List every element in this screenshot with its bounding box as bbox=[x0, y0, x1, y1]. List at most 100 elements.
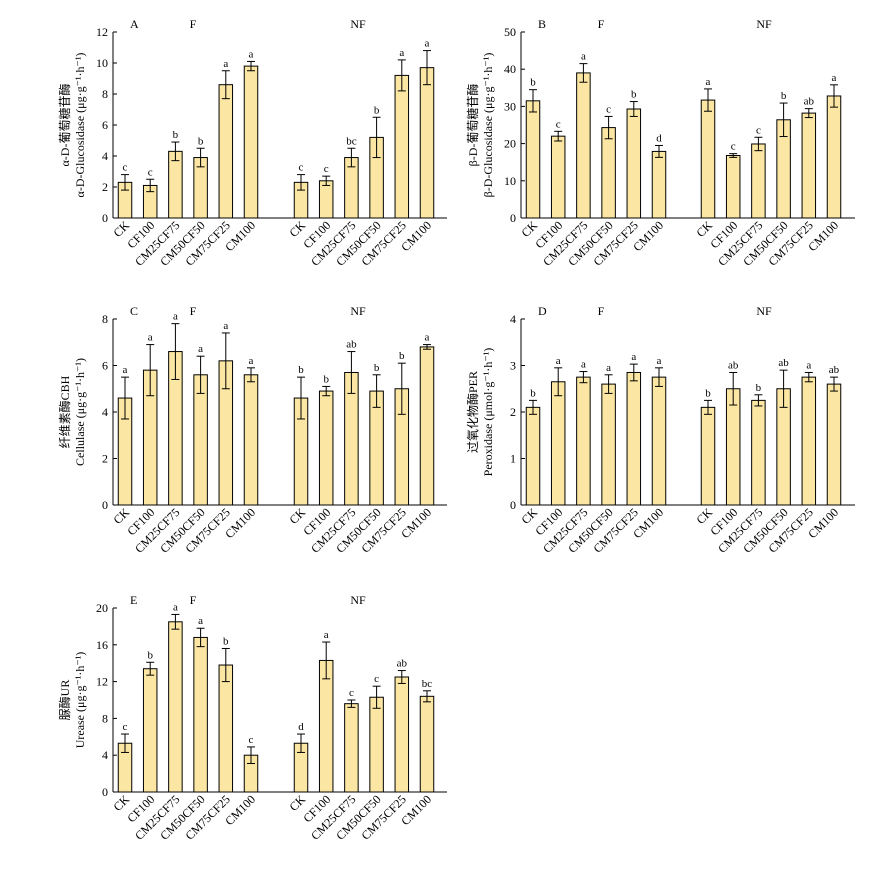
y-tick-label: 2 bbox=[102, 180, 108, 194]
bar bbox=[419, 695, 435, 793]
group-label: F bbox=[598, 17, 605, 31]
significance-letter: b bbox=[374, 362, 380, 374]
bar bbox=[725, 388, 741, 506]
panel-d: 0 1 2 3 4 过氧化物酶PER Peroxidase (μmol·g⁻¹·h⁻¹) D F… bbox=[465, 304, 855, 556]
significance-letter: b bbox=[198, 135, 204, 147]
significance-letter: b bbox=[374, 104, 380, 116]
significance-letter: b bbox=[781, 90, 787, 102]
bar bbox=[168, 150, 183, 219]
group-label: NF bbox=[350, 593, 366, 607]
bar bbox=[601, 127, 616, 219]
significance-letter: a bbox=[223, 58, 228, 70]
significance-letter: a bbox=[198, 615, 203, 627]
significance-letter: c bbox=[374, 673, 379, 685]
significance-letter: b bbox=[530, 387, 536, 399]
bar bbox=[576, 376, 591, 506]
bar bbox=[700, 406, 716, 506]
significance-letter: a bbox=[173, 311, 178, 323]
y-tick-label: 0 bbox=[102, 498, 108, 512]
significance-letter: a bbox=[198, 343, 203, 355]
significance-letter: a bbox=[631, 351, 636, 363]
significance-letter: bc bbox=[346, 135, 357, 147]
y-tick-label: 6 bbox=[102, 359, 108, 373]
group-label: F bbox=[190, 304, 197, 318]
significance-letter: a bbox=[173, 601, 178, 613]
bar bbox=[550, 135, 566, 219]
significance-letter: a bbox=[249, 48, 254, 60]
y-tick-label: 10 bbox=[96, 56, 108, 70]
significance-letter: b bbox=[705, 387, 711, 399]
group-label: F bbox=[598, 304, 605, 318]
significance-letter: b bbox=[298, 364, 304, 376]
significance-letter: a bbox=[657, 355, 662, 367]
significance-letter: a bbox=[399, 47, 404, 59]
significance-letter: a bbox=[425, 38, 430, 50]
significance-letter: b bbox=[756, 382, 762, 394]
y-axis-label-cn: 纤维素酶CBH bbox=[57, 375, 72, 448]
significance-letter: a bbox=[832, 72, 837, 84]
bar bbox=[218, 664, 234, 793]
y-axis-label-cn: β-D-葡萄糖苷酶 bbox=[465, 84, 480, 167]
bar bbox=[826, 95, 842, 219]
y-tick-label: 0 bbox=[510, 211, 516, 225]
y-tick-label: 8 bbox=[102, 711, 108, 725]
group-label: NF bbox=[350, 304, 366, 318]
significance-letter: a bbox=[324, 629, 329, 641]
significance-letter: c bbox=[299, 162, 304, 174]
y-tick-label: 50 bbox=[504, 25, 516, 39]
y-axis-label-en: α-D-Glucosidase (μg·g⁻¹·h⁻¹) bbox=[73, 53, 87, 198]
bar bbox=[193, 374, 208, 506]
bar bbox=[369, 390, 384, 506]
panel-letter: C bbox=[130, 304, 138, 318]
y-axis-label-cn: 过氧化物酶PER bbox=[465, 371, 480, 453]
bar bbox=[626, 371, 642, 506]
significance-letter: c bbox=[249, 734, 254, 746]
bar bbox=[419, 67, 435, 219]
significance-letter: a bbox=[556, 355, 561, 367]
significance-letter: b bbox=[530, 77, 536, 89]
significance-letter: a bbox=[606, 362, 611, 374]
y-tick-label: 0 bbox=[510, 498, 516, 512]
bar bbox=[801, 112, 817, 219]
y-tick-label: 12 bbox=[96, 675, 108, 689]
y-axis-label-cn: 脲酶UR bbox=[57, 680, 72, 721]
significance-letter: c bbox=[148, 166, 153, 178]
bar bbox=[394, 676, 410, 793]
bar bbox=[801, 376, 817, 506]
significance-letter: ab bbox=[829, 364, 840, 376]
bar bbox=[751, 143, 766, 219]
bar bbox=[525, 100, 541, 219]
significance-letter: b bbox=[323, 373, 329, 385]
y-tick-label: 2 bbox=[510, 405, 516, 419]
significance-letter: c bbox=[756, 124, 761, 136]
significance-letter: a bbox=[249, 355, 254, 367]
y-tick-label: 4 bbox=[102, 405, 108, 419]
y-tick-label: 4 bbox=[510, 312, 516, 326]
significance-letter: a bbox=[223, 320, 228, 332]
bar bbox=[576, 72, 591, 219]
significance-letter: d bbox=[298, 721, 304, 733]
y-tick-label: 20 bbox=[504, 137, 516, 151]
significance-letter: ab bbox=[728, 359, 739, 371]
panel-b: 0 10 20 30 40 50 β-D-葡萄糖苷酶 β-D-Glucosidase (μg·… bbox=[465, 17, 855, 269]
bar bbox=[318, 659, 334, 793]
y-tick-label: 20 bbox=[96, 601, 108, 615]
significance-letter: c bbox=[349, 687, 354, 699]
bar bbox=[751, 399, 766, 506]
y-tick-label: 6 bbox=[102, 118, 108, 132]
significance-letter: c bbox=[123, 721, 128, 733]
panel-letter: D bbox=[538, 304, 547, 318]
y-axis-label-cn: α-D-葡萄糖苷酶 bbox=[57, 84, 72, 167]
bar bbox=[218, 84, 234, 219]
y-tick-label: 1 bbox=[510, 452, 516, 466]
significance-letter: a bbox=[425, 332, 430, 344]
significance-letter: b bbox=[399, 350, 405, 362]
bar bbox=[142, 668, 158, 793]
bar bbox=[243, 65, 259, 219]
significance-letter: c bbox=[731, 141, 736, 153]
group-label: NF bbox=[350, 17, 366, 31]
significance-letter: b bbox=[223, 635, 229, 647]
y-tick-label: 16 bbox=[96, 638, 108, 652]
